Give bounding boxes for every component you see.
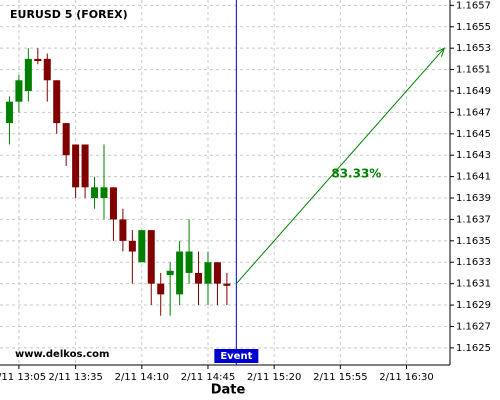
candle-body [176, 251, 184, 295]
y-tick-label: 1.1635 [456, 236, 491, 247]
y-tick-label: 1.1655 [456, 22, 491, 33]
watermark: www.delkos.com [15, 349, 109, 360]
y-tick-label: 1.1649 [456, 86, 491, 97]
y-tick-label: 1.1647 [456, 107, 491, 118]
x-tick-label: 2/11 14:10 [115, 372, 169, 383]
x-tick-label: 2/11 13:35 [48, 372, 102, 383]
candle-body [100, 187, 108, 199]
x-tick-label: 2/11 15:20 [247, 372, 301, 383]
candle-body [119, 219, 127, 241]
x-tick-label: 2/11 13:05 [0, 372, 46, 383]
chart-title: EURUSD 5 (FOREX) [10, 8, 128, 21]
candle-body [128, 240, 136, 252]
candle-body [5, 101, 13, 124]
candle-body [34, 58, 42, 62]
projection-label: 83.33% [331, 166, 381, 180]
y-tick-label: 1.1625 [456, 343, 491, 354]
x-tick-label: 2/11 14:45 [181, 372, 235, 383]
candle-body [204, 262, 212, 284]
candle-body [109, 187, 117, 220]
arrow-head [435, 47, 446, 57]
candle-body [15, 80, 23, 102]
candle-body [72, 144, 80, 188]
candle-body [24, 58, 32, 91]
candle-body [43, 58, 51, 81]
candle-body [138, 230, 146, 263]
candle-body [213, 262, 221, 284]
y-tick-label: 1.1629 [456, 300, 491, 311]
x-tick-label: 2/11 16:30 [379, 372, 433, 383]
y-tick-label: 1.1639 [456, 193, 491, 204]
candle-body [91, 187, 99, 199]
candle-body [81, 144, 89, 188]
y-tick-label: 1.1653 [456, 43, 491, 54]
y-tick-label: 1.1657 [456, 0, 491, 11]
grid-layer [0, 0, 450, 365]
candle-body [62, 123, 70, 156]
x-tick-label: 2/11 15:55 [313, 372, 367, 383]
y-tick-label: 1.1627 [456, 321, 491, 332]
candle-body [166, 270, 174, 276]
y-tick-label: 1.1633 [456, 257, 491, 268]
y-tick-label: 1.1651 [456, 65, 491, 76]
y-tick-label: 1.1641 [456, 172, 491, 183]
candle-body [223, 283, 231, 286]
candle-body [185, 251, 193, 273]
event-label: Event [220, 351, 252, 362]
event-label-box [214, 349, 259, 363]
y-tick-label: 1.1645 [456, 129, 491, 140]
candle-body [53, 80, 61, 124]
candle-body [147, 230, 155, 284]
candle-body [157, 283, 165, 295]
y-tick-label: 1.1643 [456, 150, 491, 161]
projection-arrow [235, 47, 445, 284]
y-tick-label: 1.1637 [456, 214, 491, 225]
candle-body [195, 272, 203, 284]
y-tick-label: 1.1631 [456, 279, 491, 290]
marks-layer [5, 48, 231, 316]
x-axis-title: Date [211, 383, 246, 398]
